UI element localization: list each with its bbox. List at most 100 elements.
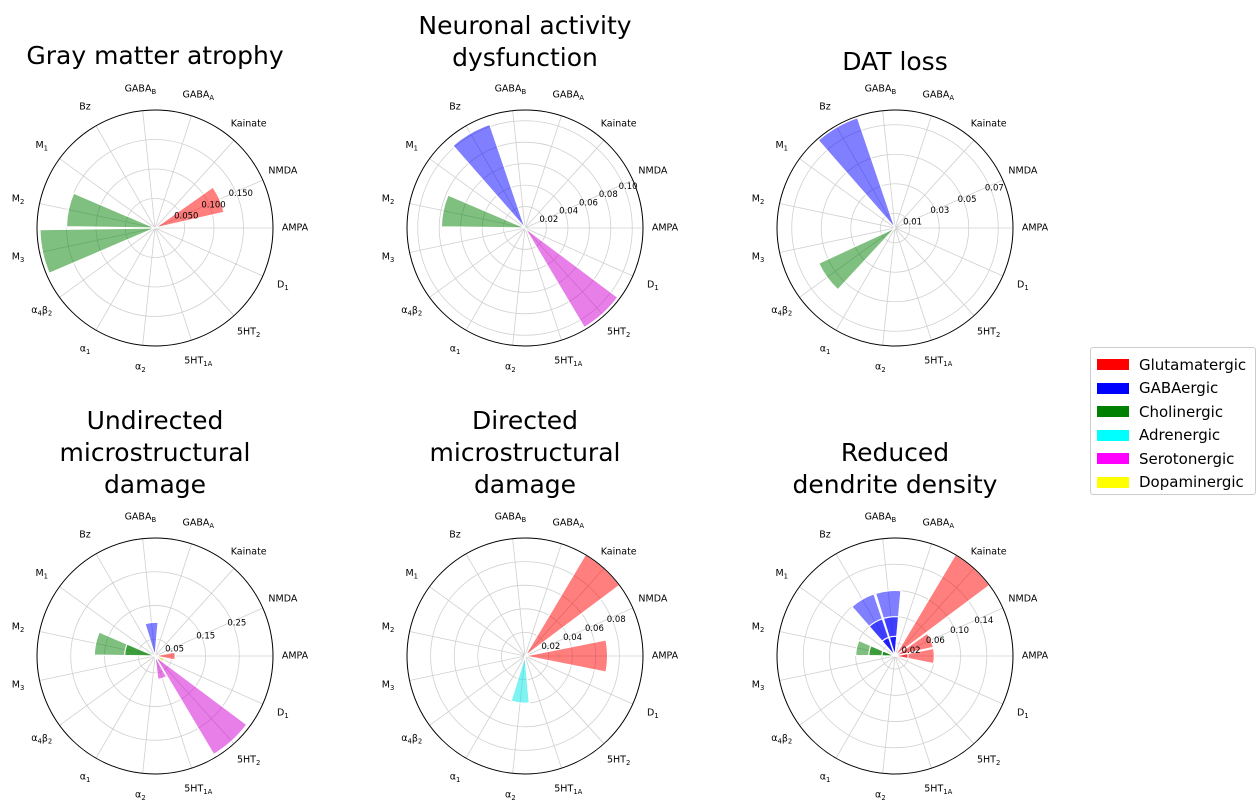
angular-gridline: [465, 227, 526, 331]
chart-title-line: dysfunction: [452, 43, 598, 72]
angular-tick-label: α1: [450, 772, 461, 785]
angular-tick-label: D1: [277, 279, 289, 292]
angular-gridline: [429, 655, 526, 726]
angular-gridline: [95, 553, 156, 657]
angular-gridline: [524, 140, 605, 229]
angular-gridline: [894, 227, 932, 341]
chart-title-line: damage: [473, 470, 577, 499]
angular-tick-label: 5HT2: [607, 327, 630, 340]
bar-ampa-glutamatergic: [154, 651, 176, 661]
bar-m-2-cholinergic: [881, 650, 896, 657]
angular-gridline: [142, 227, 156, 346]
polar-spine: [776, 109, 1014, 347]
angular-gridline: [524, 607, 633, 657]
angular-gridline: [512, 110, 526, 229]
angular-tick-label: α2: [135, 362, 146, 375]
angular-gridline: [429, 586, 526, 657]
angular-tick-label: Kainate: [231, 118, 267, 129]
radial-tick-label: 0.050: [174, 212, 198, 222]
angular-tick-label: GABAA: [182, 517, 214, 530]
bar-ampa-glutamatergic: [894, 652, 909, 660]
angular-tick-label: D1: [1017, 707, 1029, 720]
radial-tick-label: 0.06: [579, 198, 598, 208]
radial-tick-label: 0.05: [165, 645, 184, 655]
angular-tick-label: α2: [135, 790, 146, 803]
angular-tick-label: GABAA: [182, 89, 214, 102]
legend-item-dopaminergic: Dopaminergic: [1097, 471, 1249, 495]
angular-gridline: [95, 655, 156, 759]
polar-spine: [36, 109, 274, 347]
radial-tick-label: 0.150: [229, 189, 253, 199]
angular-tick-label: GABAA: [922, 517, 954, 530]
bar-m-2-cholinergic: [65, 192, 156, 229]
angular-tick-label: Kainate: [601, 118, 637, 129]
angular-tick-label: NMDA: [638, 594, 667, 605]
angular-gridline: [95, 227, 156, 331]
bar-bz-gabaergic: [452, 123, 526, 229]
angular-gridline: [894, 227, 975, 316]
angular-tick-label: GABAA: [922, 89, 954, 102]
angular-gridline: [524, 179, 633, 229]
angular-tick-label: α2: [875, 362, 886, 375]
bars: [39, 186, 225, 275]
legend-item-cholinergic: Cholinergic: [1097, 400, 1249, 424]
angular-gridline: [59, 586, 156, 657]
chart-title: Directed microstructural damage: [365, 405, 685, 501]
radial-tick-label: 0.05: [958, 195, 977, 205]
angular-gridline: [894, 655, 1003, 705]
angular-tick-label: 5HT1A: [924, 356, 952, 369]
polar-axes: 0.01 0.03 0.05 0.07 AMPA NMDA Kainate GABAA GABA…: [752, 83, 1049, 375]
angular-tick-label: NMDA: [268, 166, 297, 177]
angular-tick-label: M2: [752, 193, 765, 206]
angular-tick-label: Bz: [819, 529, 831, 540]
angular-gridline: [409, 631, 526, 657]
legend-label: Cholinergic: [1139, 402, 1224, 421]
radial-tick-label: 0.06: [926, 636, 945, 646]
bar-ampa-glutamatergic: [524, 639, 609, 673]
angular-tick-label: Kainate: [971, 118, 1007, 129]
angular-gridline: [894, 115, 932, 229]
bar-gaba-b-gabaergic: [144, 621, 159, 657]
angular-gridline: [835, 227, 896, 331]
angular-tick-label: 5HT2: [237, 327, 260, 340]
radial-tick-label: 0.10: [619, 182, 638, 192]
angular-gridline: [512, 538, 526, 657]
radial-tick-label: 0.01: [903, 217, 922, 227]
chart-title: Neuronal activity dysfunction: [365, 10, 685, 74]
angular-tick-label: M1: [775, 140, 788, 153]
angular-tick-label: GABAB: [865, 511, 897, 523]
angular-tick-label: α4β2: [31, 305, 52, 318]
angular-tick-label: Bz: [819, 101, 831, 112]
angular-tick-label: α1: [450, 344, 461, 357]
angular-gridline: [799, 655, 896, 726]
angular-tick-label: 5HT1A: [184, 356, 212, 369]
angular-gridline: [154, 543, 192, 657]
angular-gridline: [894, 140, 975, 229]
angular-gridline: [154, 227, 263, 277]
bar-bz-gabaergic: [881, 636, 896, 657]
radial-tick-label: 0.02: [902, 646, 921, 656]
angular-gridline: [154, 607, 263, 657]
angular-tick-label: M2: [382, 621, 395, 634]
polar-axes: 0.020.040.060.08 AMPA NMDA Kainate GABAA GABA…: [382, 511, 679, 802]
angular-gridline: [409, 227, 526, 253]
angular-tick-label: M3: [752, 680, 765, 693]
angular-tick-label: M3: [382, 680, 395, 693]
angular-tick-label: 5HT2: [977, 327, 1000, 340]
angular-tick-label: 5HT1A: [554, 784, 582, 797]
bars: [850, 553, 991, 665]
angular-tick-label: AMPA: [1022, 651, 1049, 662]
angular-tick-label: α1: [80, 344, 91, 357]
legend-swatch: [1097, 476, 1129, 488]
angular-tick-label: AMPA: [652, 223, 679, 234]
legend-swatch: [1097, 453, 1129, 465]
angular-tick-label: α1: [820, 344, 831, 357]
radial-tick-label: 0.100: [201, 200, 225, 210]
radial-tick-label: 0.07: [985, 183, 1004, 193]
bar-bz-gabaergic: [817, 116, 896, 229]
angular-gridline: [154, 115, 192, 229]
angular-gridline: [429, 158, 526, 229]
chart-title-line: Neuronal activity: [418, 11, 632, 40]
angular-tick-label: NMDA: [1008, 166, 1037, 177]
